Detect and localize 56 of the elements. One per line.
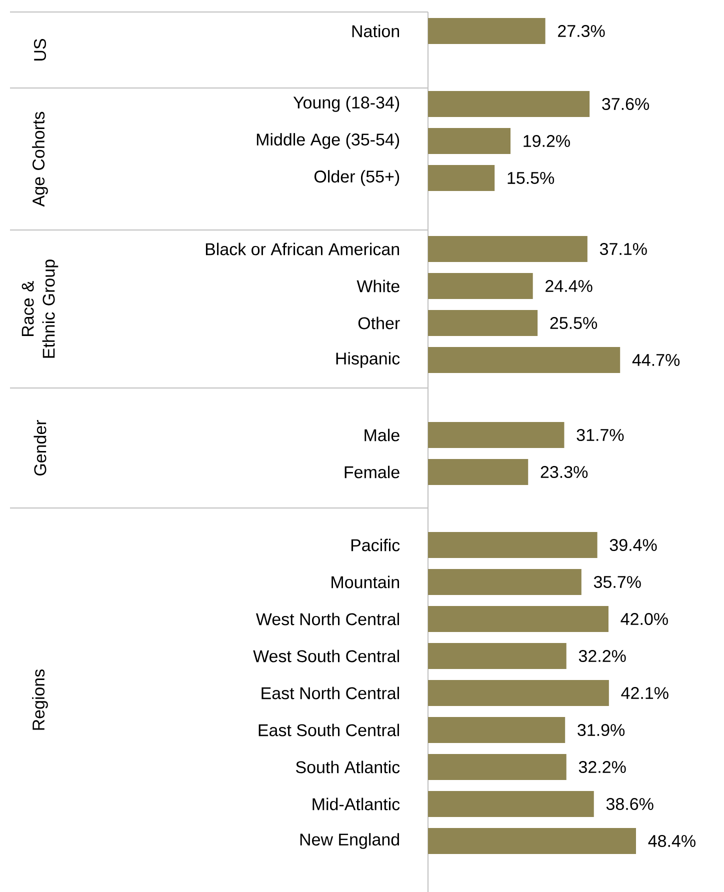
data-label: 37.6% bbox=[602, 98, 650, 110]
y-tick-label: Pacific bbox=[351, 538, 400, 552]
bar bbox=[428, 643, 566, 670]
y-tick-label: Hispanic bbox=[336, 352, 400, 368]
y-tick-label: East North Central bbox=[262, 686, 399, 700]
data-label: 15.5% bbox=[508, 172, 554, 184]
y-axis-title: US bbox=[34, 38, 46, 60]
bar bbox=[428, 273, 533, 300]
bar bbox=[428, 347, 620, 374]
y-tick-label: West South Central bbox=[253, 650, 399, 662]
data-label: 19.2% bbox=[524, 134, 570, 148]
y-axis-title: Age Cohorts bbox=[32, 112, 48, 207]
data-label: 37.1% bbox=[600, 242, 647, 256]
y-axis-title: Regions bbox=[32, 669, 48, 730]
bar bbox=[428, 791, 594, 818]
y-tick-label: Young (18-34) bbox=[293, 96, 400, 112]
data-label: 24.4% bbox=[546, 280, 592, 292]
bar bbox=[428, 606, 608, 632]
bar bbox=[428, 680, 609, 706]
y-axis-title: Gender bbox=[34, 420, 46, 476]
data-label: 27.3% bbox=[558, 24, 605, 38]
data-label: 23.3% bbox=[540, 466, 588, 478]
y-tick-label: Older (55+) bbox=[314, 170, 400, 186]
data-label: 39.4% bbox=[610, 538, 657, 552]
data-label: 25.5% bbox=[550, 316, 598, 330]
data-label: 35.7% bbox=[594, 576, 641, 588]
y-tick-label: Other bbox=[358, 316, 400, 330]
data-label: 32.2% bbox=[578, 650, 626, 662]
bar bbox=[428, 828, 636, 854]
bar bbox=[428, 754, 566, 780]
data-label: 32.2% bbox=[578, 760, 626, 774]
y-tick-label: White bbox=[356, 280, 400, 292]
bar bbox=[428, 569, 582, 596]
data-label: 38.6% bbox=[606, 798, 654, 810]
data-label: 48.4% bbox=[648, 834, 696, 848]
y-tick-label: Mid-Atlantic bbox=[312, 798, 400, 810]
y-axis-title: Race & Ethnic Group bbox=[22, 260, 58, 358]
bar bbox=[428, 236, 588, 262]
y-tick-label: Male bbox=[364, 428, 400, 442]
y-tick-label: Female bbox=[344, 466, 400, 478]
y-tick-label: Middle Age (35-54) bbox=[256, 133, 400, 149]
data-label: 42.0% bbox=[620, 612, 668, 626]
bar bbox=[428, 310, 538, 336]
y-tick-label: New England bbox=[300, 833, 399, 849]
bar bbox=[428, 532, 598, 558]
y-tick-label: Nation bbox=[352, 24, 400, 38]
y-tick-label: Mountain bbox=[332, 576, 400, 588]
data-label: 31.7% bbox=[576, 428, 624, 442]
data-label: 44.7% bbox=[632, 354, 680, 366]
data-label: 31.9% bbox=[578, 724, 625, 736]
y-tick-label: South Atlantic bbox=[296, 760, 400, 774]
y-tick-label: East South Central bbox=[258, 724, 399, 736]
y-tick-label: Black or African American bbox=[206, 242, 399, 256]
y-tick-label: West North Central bbox=[256, 612, 399, 626]
data-label: 42.1% bbox=[621, 687, 668, 699]
bar bbox=[428, 717, 566, 744]
